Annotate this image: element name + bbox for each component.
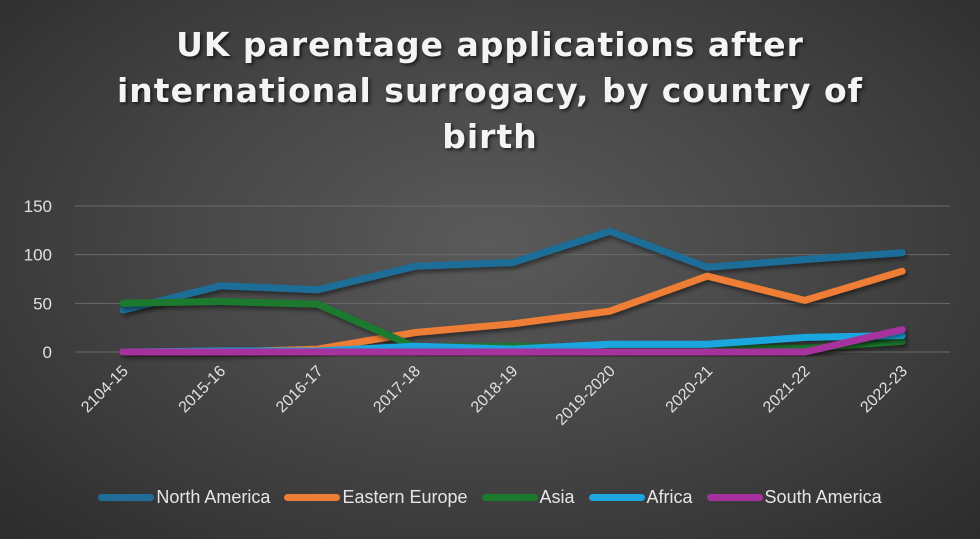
x-tick-label: 2104-15 [78, 363, 132, 417]
chart-title-line-1: UK parentage applications after [176, 25, 804, 64]
legend-label: South America [764, 487, 882, 507]
chart-title: UK parentage applications after internat… [0, 22, 980, 160]
series-line-north-america [119, 227, 906, 314]
legend-swatch-icon [588, 494, 645, 501]
x-tick-label: 2019-2020 [553, 363, 619, 429]
gridlines [75, 205, 950, 353]
x-axis: 2104-15 2015-16 2016-17 2017-18 2018-19 2019-… [78, 363, 911, 429]
y-tick-label: 150 [24, 197, 52, 216]
legend-label: Asia [539, 487, 575, 507]
legend-label: Africa [646, 487, 693, 507]
x-tick-label: 2016-17 [273, 363, 327, 417]
series-lines [119, 227, 906, 356]
legend: North America Eastern Europe Asia Africa Sou… [0, 487, 980, 508]
y-tick-label: 0 [43, 343, 52, 362]
legend-swatch-icon [284, 494, 341, 501]
legend-item-africa: Africa [588, 487, 693, 508]
x-tick-label: 2022-23 [857, 363, 911, 417]
series-line-south-america [119, 326, 906, 356]
x-tick-label: 2018-19 [468, 363, 522, 417]
legend-swatch-icon [481, 494, 538, 501]
chart-title-line-3: birth [442, 117, 538, 156]
y-axis: 0 50 100 150 [24, 197, 52, 362]
x-tick-label: 2020-21 [663, 363, 717, 417]
legend-swatch-icon [706, 494, 763, 501]
legend-label: Eastern Europe [342, 487, 468, 507]
legend-item-north-america: North America [98, 487, 270, 508]
legend-item-asia: Asia [481, 487, 575, 508]
legend-item-south-america: South America [706, 487, 882, 508]
x-tick-label: 2015-16 [176, 363, 230, 417]
legend-swatch-icon [98, 494, 155, 501]
legend-item-eastern-europe: Eastern Europe [284, 487, 468, 508]
y-tick-label: 100 [24, 246, 52, 265]
y-tick-label: 50 [33, 294, 52, 313]
x-tick-label: 2021-22 [760, 363, 814, 417]
chart-title-line-2: international surrogacy, by country of [116, 71, 864, 110]
legend-label: North America [156, 487, 271, 507]
x-tick-label: 2017-18 [370, 363, 424, 417]
